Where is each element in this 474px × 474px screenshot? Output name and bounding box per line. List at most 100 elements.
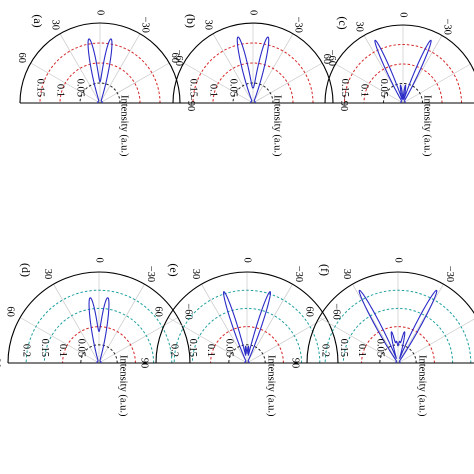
angle-tick-label: −30 [140, 16, 151, 32]
radial-tick-label: 0.05 [374, 339, 385, 357]
radial-tick-label: 0.1 [208, 84, 219, 97]
angle-tick-label: 0 [398, 12, 409, 17]
polar-outer-arc [7, 271, 191, 364]
polar-outer-arc [172, 22, 334, 104]
radial-axis-label: Intensity (a.u.) [119, 95, 130, 157]
radial-tick-label: 0.15 [35, 79, 46, 97]
polar-spoke [59, 33, 101, 104]
radial-tick-label: 0.15 [187, 339, 198, 357]
polar-spoke [212, 33, 254, 104]
polar-grid-ring [25, 289, 173, 364]
panel-label: (e) [167, 263, 181, 276]
polar-spoke [246, 317, 326, 364]
panel-label: (b) [184, 14, 198, 28]
angle-tick-label: 60 [303, 306, 314, 317]
radial-tick-label: 0.1 [55, 84, 66, 97]
polar-grid-ring [363, 63, 443, 104]
panel-label: (a) [31, 14, 45, 27]
angle-tick-label: 60 [169, 53, 180, 64]
polar-grid-ring [344, 44, 462, 104]
radial-axis-label: Intensity (a.u.) [272, 95, 283, 157]
polar-grid-ring [80, 344, 118, 364]
polar-grid-ring [43, 307, 155, 364]
angle-tick-label: 90 [290, 358, 301, 369]
angle-tick-label: −60 [173, 50, 184, 66]
angle-tick-label: −60 [183, 303, 194, 319]
polar-spoke [201, 284, 248, 364]
angle-tick-label: −60 [331, 303, 342, 319]
polar-grid-ring [212, 62, 294, 104]
angle-tick-label: −30 [145, 266, 156, 282]
angle-tick-label: 0 [95, 10, 106, 15]
radial-axis-label: Intensity (a.u.) [417, 355, 428, 417]
polar-spoke [20, 317, 100, 364]
radial-tick-label: 0.2 [320, 344, 331, 357]
angle-tick-label: 0 [248, 10, 259, 15]
polar-grid-ring [342, 307, 454, 364]
angle-tick-label: 60 [321, 54, 332, 65]
radial-tick-label: 0.15 [338, 339, 349, 357]
angle-tick-label: 30 [202, 19, 213, 30]
radial-tick-label: 0.15 [339, 79, 350, 97]
radial-axis-label: Intensity (a.u.) [118, 355, 129, 417]
angle-tick-label: 60 [152, 306, 163, 317]
polar-spoke [98, 317, 178, 364]
radial-tick-label: 0.2 [21, 344, 32, 357]
radial-tick-label: 0.2 [169, 344, 180, 357]
polar-grid-ring [324, 289, 472, 364]
panel-label: (c) [336, 16, 350, 29]
polar-spoke [352, 284, 399, 364]
radial-tick-label: 0.1 [205, 344, 216, 357]
radial-tick-label: 0.1 [57, 344, 68, 357]
panel-label: (d) [19, 263, 33, 277]
angle-tick-label: −30 [444, 266, 455, 282]
radial-tick-label: 0.1 [356, 344, 367, 357]
panel-label: (f) [318, 264, 332, 276]
angle-tick-label: 0 [242, 258, 253, 263]
intensity-curve [222, 291, 272, 364]
polar-grid-ring [191, 307, 303, 364]
polar-grid-ring [39, 42, 161, 104]
polar-spoke [246, 284, 293, 364]
radial-tick-label: 0.15 [39, 339, 50, 357]
polar-panel-d: 90 60 30 0 −30 −60 0.05 0.1 0.15 0.2 Intensity (a.… [0, 258, 194, 417]
polar-grid-ring [59, 62, 141, 104]
radial-tick-label: 0.15 [188, 79, 199, 97]
angle-tick-label: 60 [16, 53, 27, 64]
polar-grid-ring [361, 326, 435, 364]
polar-spoke [252, 62, 323, 104]
angle-tick-label: −30 [442, 18, 453, 34]
polar-spoke [397, 318, 474, 364]
angle-tick-label: 30 [353, 21, 364, 32]
polar-spoke [99, 62, 170, 104]
polar-outer-arc [19, 22, 181, 104]
angle-tick-label: 30 [341, 269, 352, 280]
polar-grid-ring [173, 289, 321, 364]
intensity-curve [88, 297, 110, 364]
radial-tick-label: 0.05 [75, 79, 86, 97]
intensity-curve [87, 38, 113, 104]
radial-axis-label: Intensity (a.u.) [266, 355, 277, 417]
polar-spoke [319, 317, 399, 364]
angle-tick-label: 0 [393, 258, 404, 263]
polar-grid-ring [192, 42, 314, 104]
angle-tick-label: −60 [326, 50, 337, 66]
polar-spoke [335, 63, 404, 104]
angle-tick-label: −30 [293, 16, 304, 32]
polar-outer-arc [155, 271, 339, 364]
polar-spoke [168, 317, 248, 364]
angle-tick-label: 30 [42, 269, 53, 280]
angle-tick-label: 30 [49, 19, 60, 30]
polar-panel-f: 90 60 30 0 −30 −60 0.05 0.1 0.15 0.2 Intensity (a.… [290, 258, 474, 417]
angle-tick-label: 90 [0, 358, 2, 369]
angle-tick-label: 60 [4, 306, 15, 317]
angle-tick-label: −30 [293, 266, 304, 282]
radial-tick-label: 0.05 [378, 79, 389, 97]
intensity-curve [358, 289, 438, 364]
polar-spoke [397, 284, 444, 364]
polar-grid-ring [79, 82, 121, 104]
